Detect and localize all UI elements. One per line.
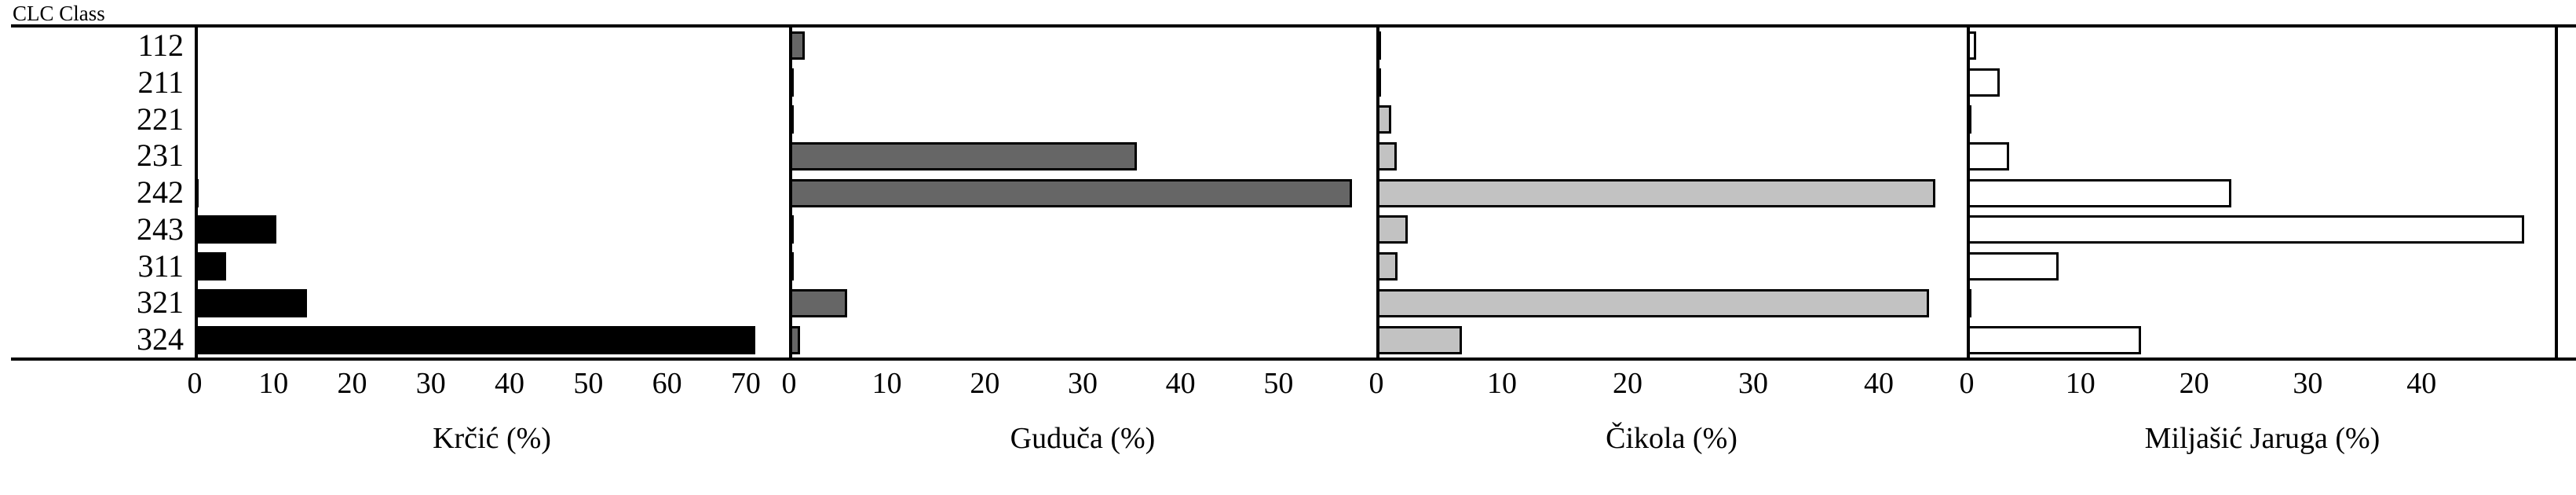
panel-1 (789, 24, 1376, 361)
xtick-2-10: 10 (1487, 367, 1517, 400)
bar-3-242 (1967, 178, 2232, 207)
bar-2-311 (1376, 252, 1398, 281)
category-label-242: 242 (137, 174, 184, 211)
xtick-2-0: 0 (1368, 367, 1384, 400)
bar-0-324 (195, 325, 755, 354)
category-label-321: 321 (137, 284, 184, 321)
xtick-2-40: 40 (1864, 367, 1894, 400)
xtick-0-40: 40 (495, 367, 525, 400)
xtick-0-20: 20 (337, 367, 367, 400)
xtick-1-0: 0 (781, 367, 797, 400)
xtick-2-30: 30 (1738, 367, 1768, 400)
bar-1-321 (789, 288, 847, 317)
top-border-line (11, 24, 2576, 28)
y-axis-title: CLC Class (13, 2, 105, 25)
xtick-1-20: 20 (970, 367, 1000, 400)
bar-3-311 (1967, 252, 2059, 281)
bar-3-243 (1967, 215, 2524, 244)
panel-title-2: Čikola (%) (1606, 422, 1737, 455)
xtick-1-40: 40 (1165, 367, 1196, 400)
bar-3-231 (1967, 141, 2009, 170)
xtick-0-50: 50 (573, 367, 604, 400)
xtick-0-30: 30 (415, 367, 446, 400)
bottom-axis-line (11, 358, 2576, 361)
bar-2-324 (1376, 325, 1462, 354)
panel-3-y-axis-line (1967, 24, 1970, 361)
panel-title-1: Guduča (%) (1010, 422, 1156, 455)
right-border-line (2555, 24, 2558, 361)
category-label-221: 221 (137, 101, 184, 137)
xtick-1-30: 30 (1068, 367, 1098, 400)
category-label-112: 112 (137, 28, 184, 63)
xtick-3-30: 30 (2293, 367, 2323, 400)
xtick-3-10: 10 (2065, 367, 2096, 400)
bar-2-243 (1376, 215, 1408, 244)
panel-2-y-axis-line (1376, 24, 1379, 361)
bar-0-321 (195, 288, 308, 317)
xtick-0-60: 60 (652, 367, 682, 400)
category-label-243: 243 (137, 211, 184, 247)
bar-3-211 (1967, 68, 2000, 97)
category-label-231: 231 (137, 138, 184, 174)
xtick-3-0: 0 (1959, 367, 1975, 400)
xtick-1-10: 10 (871, 367, 902, 400)
xtick-0-70: 70 (730, 367, 761, 400)
xtick-3-20: 20 (2179, 367, 2209, 400)
category-label-311: 311 (137, 248, 184, 284)
panel-title-0: Krčić (%) (433, 422, 551, 455)
panel-1-y-axis-line (789, 24, 792, 361)
bar-0-311 (195, 252, 227, 281)
panel-3 (1967, 24, 2558, 361)
bar-2-242 (1376, 178, 1935, 207)
panel-0-y-axis-line (195, 24, 198, 361)
bar-1-242 (789, 178, 1352, 207)
bar-1-231 (789, 141, 1137, 170)
xtick-1-50: 50 (1263, 367, 1294, 400)
xtick-2-20: 20 (1613, 367, 1642, 400)
bar-2-321 (1376, 288, 1929, 317)
xtick-0-10: 10 (258, 367, 289, 400)
panel-2 (1376, 24, 1967, 361)
bar-0-243 (195, 215, 277, 244)
category-label-211: 211 (137, 64, 184, 100)
panel-title-3: Miljašić Jaruga (%) (2144, 422, 2381, 455)
bar-3-324 (1967, 325, 2141, 354)
panel-0 (195, 24, 789, 361)
category-label-324: 324 (137, 321, 184, 358)
xtick-0-0: 0 (187, 367, 203, 400)
xtick-3-40: 40 (2406, 367, 2437, 400)
